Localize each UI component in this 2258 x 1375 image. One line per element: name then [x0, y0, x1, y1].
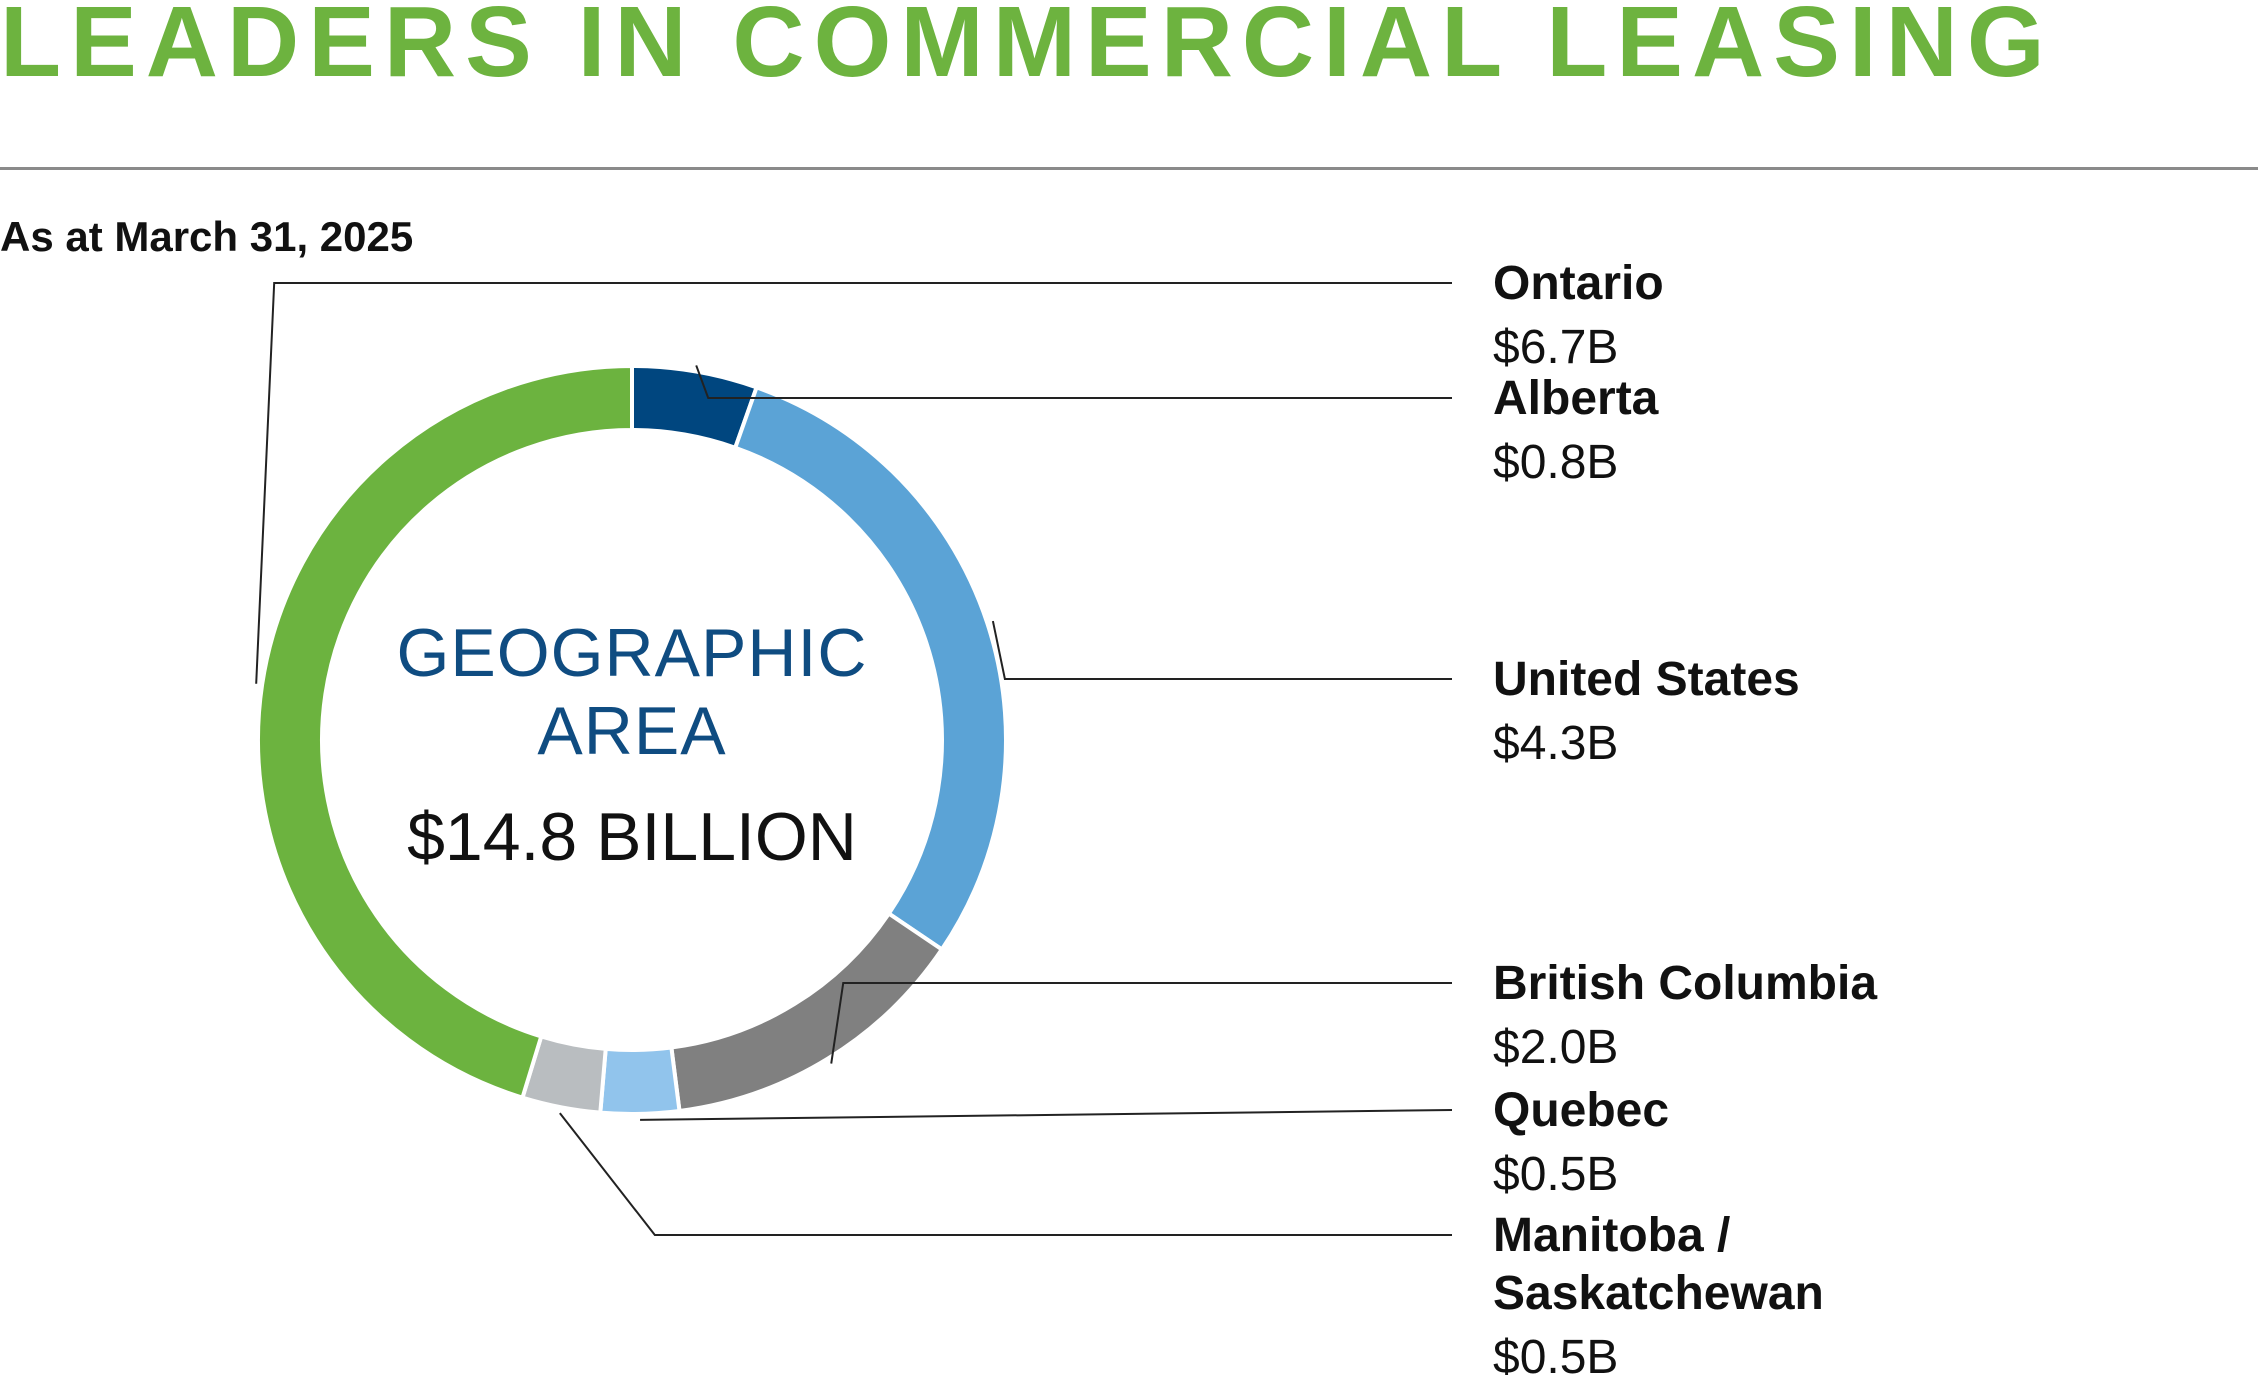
- center-label-line-2: AREA: [537, 693, 726, 769]
- legend-entry-united-states: United States $4.3B: [1493, 653, 1800, 770]
- legend-entry-manitoba-saskatchewan: Manitoba /Saskatchewan $0.5B: [1493, 1209, 1824, 1375]
- leader-line-quebec: [640, 1109, 1453, 1121]
- legend-value: $0.5B: [1493, 1331, 1618, 1375]
- heading-divider: [0, 167, 2258, 170]
- slice-british-columbia: [669, 910, 945, 1114]
- as-at-date: As at March 31, 2025: [0, 213, 414, 260]
- legend-name: British Columbia: [1493, 957, 1877, 1010]
- leader-lines: [255, 282, 1453, 1236]
- legend-value: $2.0B: [1493, 1021, 1618, 1074]
- slice-ontario: [255, 363, 634, 1101]
- page-heading: LEADERS IN COMMERCIAL LEASING: [0, 0, 2054, 98]
- legend-value: $0.5B: [1493, 1148, 1618, 1201]
- legend-name: Quebec: [1493, 1084, 1669, 1137]
- legend-name: Alberta: [1493, 372, 1659, 425]
- legend-name: Ontario: [1493, 257, 1664, 310]
- legend-name: Manitoba /: [1493, 1209, 1730, 1262]
- leader-line-alberta: [695, 365, 1452, 399]
- center-label-line-1: GEOGRAPHIC: [397, 615, 868, 691]
- leader-line-ontario: [255, 282, 1452, 684]
- leader-line-united-states: [991, 620, 1452, 680]
- legend-value: $0.8B: [1493, 436, 1618, 489]
- legend-entry-alberta: Alberta $0.8B: [1493, 372, 1659, 489]
- slice-quebec: [598, 1045, 682, 1116]
- legend-entry-british-columbia: British Columbia $2.0B: [1493, 957, 1877, 1074]
- donut-center-labels: GEOGRAPHIC AREA $14.8 BILLION: [397, 615, 868, 875]
- leader-line-manitoba-saskatchewan: [559, 1112, 1452, 1236]
- leader-line-british-columbia: [830, 982, 1452, 1064]
- legend-name: Saskatchewan: [1493, 1267, 1824, 1320]
- center-total: $14.8 BILLION: [407, 799, 857, 875]
- legend-value: $4.3B: [1493, 717, 1618, 770]
- legend-entry-quebec: Quebec $0.5B: [1493, 1084, 1669, 1201]
- donut-slices: [255, 363, 1008, 1116]
- legend-name: United States: [1493, 653, 1800, 706]
- legend-entry-ontario: Ontario $6.7B: [1493, 257, 1664, 374]
- legend-value: $6.7B: [1493, 321, 1618, 374]
